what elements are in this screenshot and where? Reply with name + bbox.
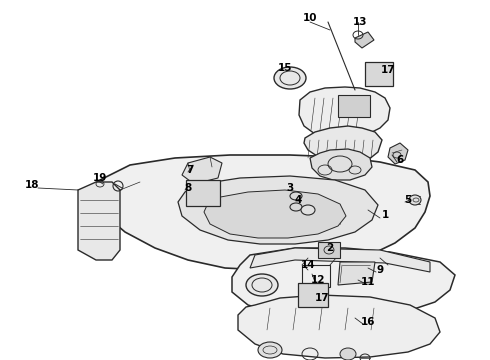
- Text: 11: 11: [361, 277, 375, 287]
- Text: 7: 7: [186, 165, 194, 175]
- Polygon shape: [96, 155, 430, 270]
- Polygon shape: [388, 143, 408, 164]
- Text: 1: 1: [381, 210, 389, 220]
- Text: 6: 6: [396, 155, 404, 165]
- Text: 8: 8: [184, 183, 192, 193]
- Polygon shape: [182, 157, 222, 184]
- Polygon shape: [338, 262, 375, 285]
- Polygon shape: [78, 182, 120, 260]
- Text: 10: 10: [303, 13, 317, 23]
- Polygon shape: [299, 87, 390, 138]
- Polygon shape: [250, 248, 430, 272]
- Text: 15: 15: [278, 63, 292, 73]
- Bar: [318, 242, 340, 258]
- Bar: [365, 62, 393, 86]
- Text: 9: 9: [376, 265, 384, 275]
- Text: 12: 12: [311, 275, 325, 285]
- Ellipse shape: [409, 195, 421, 205]
- Text: 16: 16: [361, 317, 375, 327]
- Bar: [298, 283, 328, 307]
- Polygon shape: [355, 32, 374, 48]
- Ellipse shape: [246, 274, 278, 296]
- Text: 3: 3: [286, 183, 294, 193]
- Bar: [302, 265, 330, 287]
- Text: 18: 18: [25, 180, 39, 190]
- Ellipse shape: [274, 67, 306, 89]
- Polygon shape: [310, 149, 372, 180]
- Polygon shape: [204, 190, 346, 238]
- Text: 13: 13: [353, 17, 367, 27]
- Polygon shape: [178, 176, 378, 244]
- Text: 5: 5: [404, 195, 412, 205]
- Polygon shape: [238, 295, 440, 358]
- Polygon shape: [304, 126, 382, 165]
- Text: 19: 19: [93, 173, 107, 183]
- Text: 17: 17: [315, 293, 329, 303]
- Text: 4: 4: [294, 195, 302, 205]
- Bar: [186, 180, 220, 206]
- Ellipse shape: [340, 348, 356, 360]
- Text: 14: 14: [301, 260, 315, 270]
- Bar: [338, 95, 370, 117]
- Polygon shape: [232, 248, 455, 318]
- Text: 2: 2: [326, 243, 334, 253]
- Text: 17: 17: [381, 65, 395, 75]
- Ellipse shape: [301, 205, 315, 215]
- Ellipse shape: [258, 342, 282, 358]
